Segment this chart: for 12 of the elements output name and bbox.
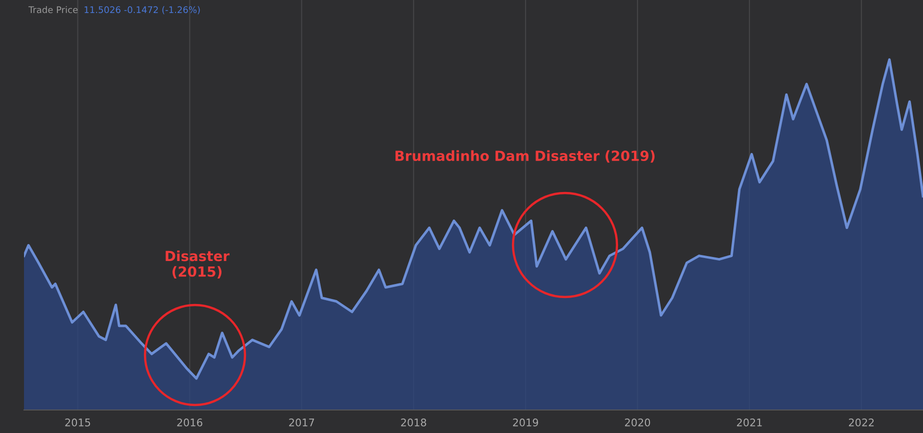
x-tick-label: 2018 <box>401 418 426 426</box>
x-tick-label: 2021 <box>736 418 762 426</box>
x-tick-label: 2020 <box>625 418 650 426</box>
x-tick-label: 2017 <box>289 418 314 426</box>
annotation: Disaster (2015) <box>166 250 230 278</box>
x-tick-label: 2015 <box>65 418 90 426</box>
x-tick-label: 2016 <box>177 418 202 426</box>
x-tick-label: 2022 <box>848 418 874 426</box>
x-tick-label: 2019 <box>513 418 538 426</box>
text: Trade Price <box>28 6 78 14</box>
text: 11.5026 -0.1472 (-1.26%) <box>84 6 200 14</box>
annotation: Brumadinho Dam Disaster (2019) <box>396 150 655 163</box>
